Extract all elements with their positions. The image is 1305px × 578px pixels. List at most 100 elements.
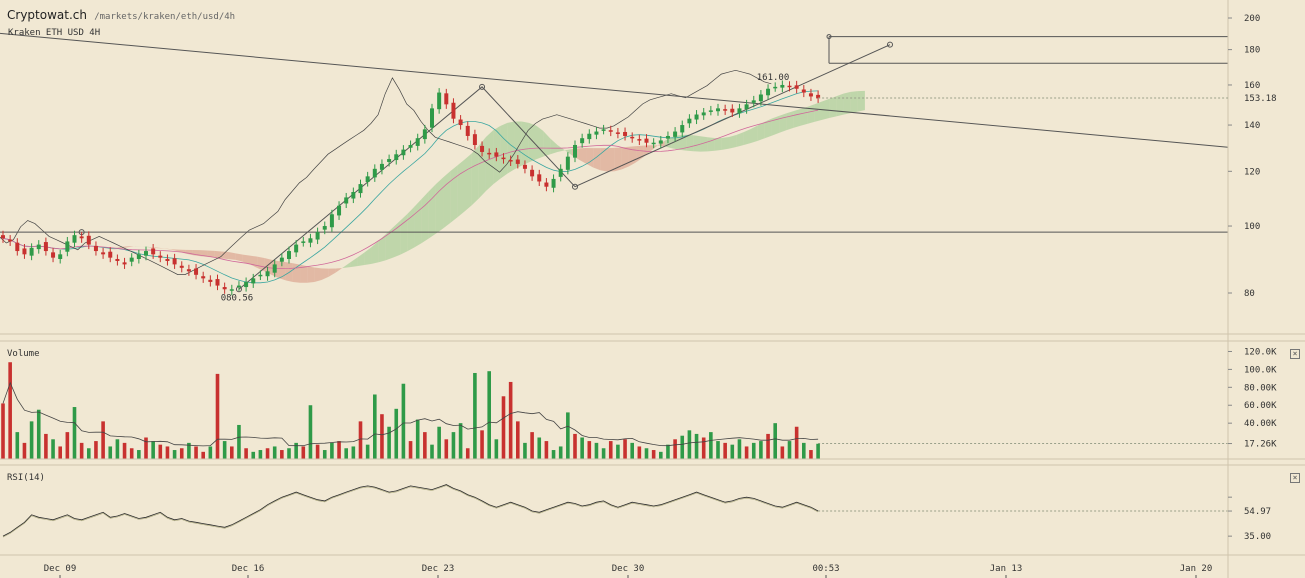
- volume-bar: [487, 371, 491, 459]
- candle-body: [701, 112, 706, 116]
- candle-body: [244, 281, 249, 288]
- cloud-segment: [364, 247, 372, 266]
- cloud-segment: [543, 130, 551, 157]
- rsi-tick-label: 54.97: [1244, 507, 1271, 517]
- volume-bar: [465, 448, 470, 459]
- candle-body: [608, 130, 613, 132]
- candle-body: [229, 289, 234, 291]
- candle-body: [530, 169, 535, 177]
- volume-bar: [194, 446, 198, 459]
- candle-body: [758, 94, 763, 102]
- volume-bar: [680, 435, 685, 459]
- cloud-segment: [157, 247, 165, 249]
- candle-body: [658, 140, 663, 144]
- cloud-segment: [264, 258, 272, 275]
- candle-body: [787, 85, 792, 88]
- volume-bar: [580, 437, 584, 459]
- volume-tick-label: 17.26K: [1244, 440, 1277, 450]
- close-icon[interactable]: ×: [1290, 473, 1300, 483]
- price-tick-label: 180: [1244, 46, 1260, 56]
- cloud-segment: [214, 250, 222, 259]
- price-tick-label: 200: [1244, 14, 1260, 24]
- time-tick-label: Dec 16: [232, 564, 265, 574]
- drawing-handle[interactable]: [887, 41, 893, 48]
- volume-bar: [723, 442, 727, 459]
- volume-bar: [437, 426, 441, 459]
- cloud-segment: [528, 122, 536, 163]
- volume-bar: [523, 442, 527, 459]
- candle-body: [315, 232, 320, 240]
- volume-bar: [1, 403, 5, 459]
- rsi-tick-label: 35.00: [1244, 532, 1271, 542]
- candle-body: [301, 241, 306, 243]
- cloud-segment: [443, 171, 451, 229]
- candle-body: [322, 226, 327, 230]
- volume-bar: [687, 430, 692, 459]
- candle-body: [522, 164, 527, 169]
- candle-body: [308, 238, 313, 243]
- drawing-handle[interactable]: [572, 183, 578, 190]
- volume-bar: [201, 451, 205, 459]
- cloud-segment: [793, 109, 801, 128]
- candle-body: [630, 136, 635, 139]
- cloud-segment: [257, 256, 265, 272]
- cloud-segment: [478, 136, 486, 199]
- volume-bar: [587, 441, 592, 459]
- volume-bar: [280, 450, 284, 459]
- site-title[interactable]: Cryptowat.ch: [7, 8, 87, 22]
- candle-body: [36, 244, 41, 250]
- cloud-segment: [707, 137, 715, 152]
- candle-body: [115, 258, 120, 262]
- candle-body: [122, 262, 127, 265]
- candle-body: [615, 132, 620, 134]
- cloud-segment: [521, 121, 529, 166]
- volume-bar: [380, 414, 384, 459]
- volume-bar: [358, 421, 363, 459]
- cloud-segment: [700, 136, 708, 152]
- close-icon[interactable]: ×: [1290, 349, 1300, 359]
- candle-body: [358, 184, 363, 194]
- candle-body: [637, 139, 642, 141]
- volume-bar: [444, 439, 449, 459]
- volume-bar: [458, 423, 463, 459]
- candle-body: [451, 102, 456, 119]
- volume-bar: [530, 432, 534, 459]
- rsi-shadow: [2, 485, 819, 538]
- candle-body: [29, 247, 34, 256]
- candle-body: [215, 279, 220, 286]
- cloud-segment: [407, 206, 415, 252]
- cloud-segment: [586, 147, 594, 168]
- candle-body: [186, 269, 191, 272]
- volume-bar: [616, 444, 620, 459]
- volume-tick-label: 40.00K: [1244, 419, 1277, 429]
- candle-body: [208, 279, 213, 282]
- volume-bar: [558, 446, 563, 459]
- volume-bar: [122, 442, 127, 459]
- high-annotation: 161.00: [757, 73, 790, 83]
- volume-bar: [337, 441, 341, 459]
- cloud-segment: [550, 138, 558, 155]
- cloud-segment: [800, 106, 808, 126]
- volume-bar: [787, 441, 792, 459]
- candle-body: [15, 242, 20, 252]
- volume-bar: [308, 405, 313, 459]
- cloud-segment: [485, 130, 494, 191]
- candle-body: [22, 248, 27, 255]
- volume-bar: [630, 442, 634, 459]
- volume-bar: [401, 383, 406, 459]
- volume-tick-label: 120.0K: [1244, 347, 1277, 357]
- volume-bar: [294, 442, 298, 459]
- cloud-segment: [721, 136, 730, 150]
- candle-body: [222, 287, 227, 290]
- volume-bar: [394, 408, 399, 459]
- volume-bar: [187, 442, 191, 459]
- cloud-segment: [321, 268, 329, 280]
- volume-bar: [351, 446, 356, 459]
- candle-body: [651, 142, 656, 145]
- candle-body: [515, 159, 520, 164]
- drawing-handle[interactable]: [479, 83, 486, 90]
- cloud-segment: [578, 147, 587, 164]
- cloud-segment: [428, 184, 436, 239]
- time-tick-label: Dec 30: [612, 564, 645, 574]
